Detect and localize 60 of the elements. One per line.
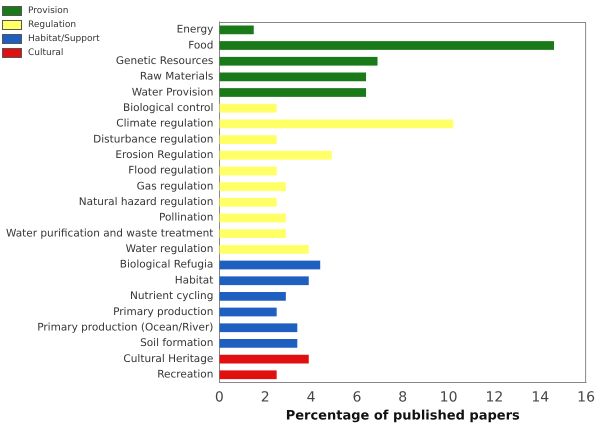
bar [219, 150, 332, 160]
bar [219, 292, 286, 301]
bar [219, 56, 378, 66]
bar [219, 323, 298, 332]
y-tick-label: Food [188, 39, 214, 52]
x-tick-label: 14 [531, 390, 550, 406]
y-tick-label: Flood regulation [128, 164, 214, 177]
bar [219, 72, 366, 82]
bar [219, 135, 277, 144]
bar [219, 214, 286, 222]
y-tick-label: Disturbance regulation [93, 133, 214, 146]
y-tick-label: Water Provision [132, 86, 214, 98]
bar [219, 308, 277, 316]
bar [219, 41, 554, 50]
y-tick-label: Gas regulation [136, 180, 214, 192]
y-tick-label: Recreation [157, 368, 214, 380]
x-tick-label: 0 [214, 390, 224, 406]
y-tick-label: Water regulation [126, 243, 214, 256]
legend-label: Cultural [28, 48, 64, 58]
bar [219, 339, 298, 348]
y-tick-label: Erosion Regulation [115, 149, 214, 161]
y-tick-label: Soil formation [140, 337, 214, 350]
bar [219, 260, 320, 270]
y-tick-label: Genetic Resources [116, 54, 214, 67]
bar [219, 25, 254, 34]
y-tick-label: Pollination [159, 212, 214, 224]
bar [219, 104, 277, 113]
bar [219, 120, 454, 128]
bar [219, 276, 309, 286]
x-tick-label: 10 [440, 390, 458, 406]
x-tick-label: 16 [577, 390, 596, 406]
y-tick-label: Nutrient cycling [130, 290, 214, 302]
x-axis-title: Percentage of published papers [286, 408, 520, 424]
y-tick-label: Energy [176, 24, 214, 36]
legend-label: Provision [28, 6, 69, 16]
bar [219, 182, 286, 191]
bar [219, 88, 366, 97]
bar [219, 198, 277, 207]
y-tick-label: Biological control [123, 102, 214, 114]
x-tick-label: 4 [306, 390, 316, 406]
y-tick-label: Natural hazard regulation [78, 196, 214, 208]
y-tick-label: Primary production [113, 306, 214, 318]
legend-label: Regulation [28, 20, 76, 30]
y-tick-label: Water purification and waste treatment [6, 227, 214, 240]
y-tick-label: Habitat [174, 274, 214, 286]
x-tick-label: 8 [398, 390, 408, 406]
bar [219, 354, 309, 364]
legend-label: Habitat/Support [28, 34, 100, 44]
y-tick-label: Primary production (Ocean/River) [37, 321, 214, 334]
x-tick-label: 6 [352, 390, 362, 406]
bar [219, 229, 286, 238]
y-tick-label: Climate regulation [116, 118, 214, 130]
y-tick-label: Cultural Heritage [123, 352, 214, 365]
x-tick-label: 2 [260, 390, 270, 406]
y-tick-label: Raw Materials [140, 70, 214, 83]
bar [219, 244, 309, 254]
bar [219, 166, 277, 176]
x-tick-label: 12 [486, 390, 504, 406]
y-tick-label: Biological Refugia [120, 258, 214, 271]
bar [219, 370, 277, 380]
